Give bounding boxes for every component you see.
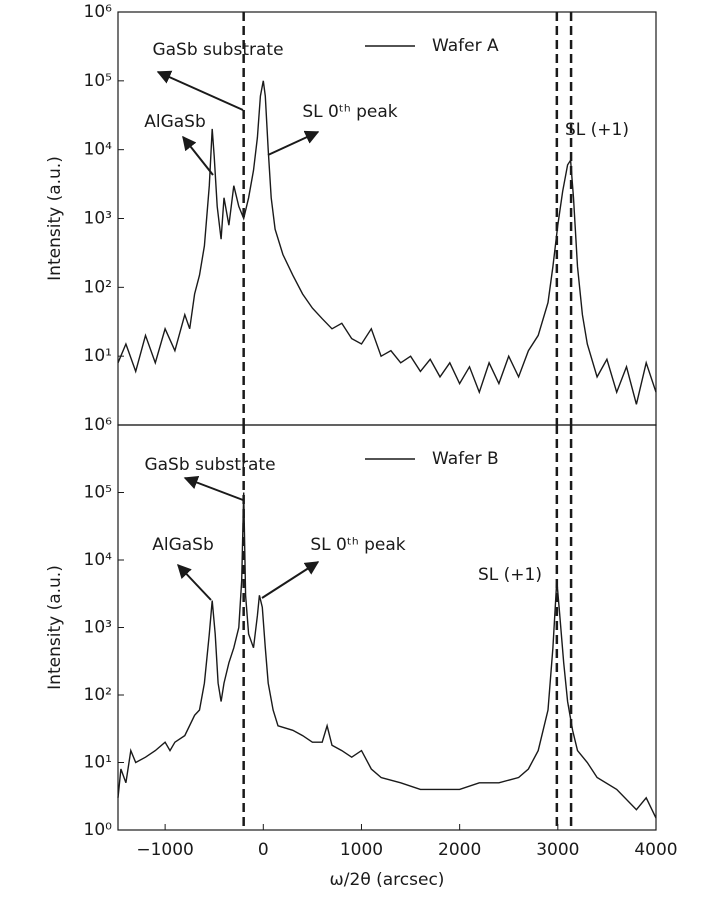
y-tick-label: 10⁴ bbox=[84, 140, 113, 160]
x-tick-label: 2000 bbox=[438, 840, 481, 860]
annotation: GaSb substrate bbox=[144, 455, 275, 475]
annotation: AlGaSb bbox=[152, 535, 214, 555]
y-axis-title: Intensity (a.u.) bbox=[45, 156, 65, 281]
y-tick-label: 10⁵ bbox=[84, 483, 112, 503]
y-tick-label: 10² bbox=[84, 685, 112, 705]
annotation: SL (+1) bbox=[565, 120, 629, 140]
y-tick-label: 10³ bbox=[84, 618, 112, 638]
annotation-arrow bbox=[177, 563, 212, 601]
x-tick-label: 3000 bbox=[536, 840, 579, 860]
data-line bbox=[117, 492, 657, 819]
y-tick-label: 10¹ bbox=[84, 753, 112, 773]
y-tick-label: 10⁶ bbox=[84, 415, 113, 435]
annotation-arrow bbox=[182, 135, 214, 176]
annotation-arrow bbox=[261, 561, 320, 599]
annotation-arrow bbox=[183, 475, 244, 501]
y-axis-title: Intensity (a.u.) bbox=[45, 565, 65, 690]
plot-frame bbox=[117, 424, 657, 831]
y-tick-label: 10⁶ bbox=[84, 2, 113, 22]
x-tick-label: −1000 bbox=[136, 840, 194, 860]
annotation: SL 0ᵗʰ peak bbox=[310, 535, 405, 555]
annotation: GaSb substrate bbox=[152, 40, 283, 60]
y-tick-label: 10⁵ bbox=[84, 71, 112, 91]
y-tick-label: 10⁰ bbox=[84, 820, 113, 840]
y-tick-label: 10⁴ bbox=[84, 550, 113, 570]
annotation-arrow bbox=[156, 70, 244, 111]
annotation: AlGaSb bbox=[144, 112, 206, 132]
y-tick-label: 10¹ bbox=[84, 346, 112, 366]
legend-label: Wafer A bbox=[432, 36, 499, 56]
x-tick-label: 0 bbox=[258, 840, 269, 860]
y-tick-label: 10² bbox=[84, 277, 112, 297]
annotation: SL (+1) bbox=[478, 565, 542, 585]
annotation: SL 0ᵗʰ peak bbox=[302, 102, 397, 122]
x-axis-title: ω/2θ (arcsec) bbox=[330, 870, 445, 890]
y-tick-label: 10³ bbox=[84, 209, 112, 229]
legend-label: Wafer B bbox=[432, 449, 499, 469]
x-tick-label: 4000 bbox=[634, 840, 677, 860]
x-tick-label: 1000 bbox=[340, 840, 383, 860]
data-line bbox=[117, 80, 657, 405]
annotation-arrow bbox=[267, 130, 320, 156]
